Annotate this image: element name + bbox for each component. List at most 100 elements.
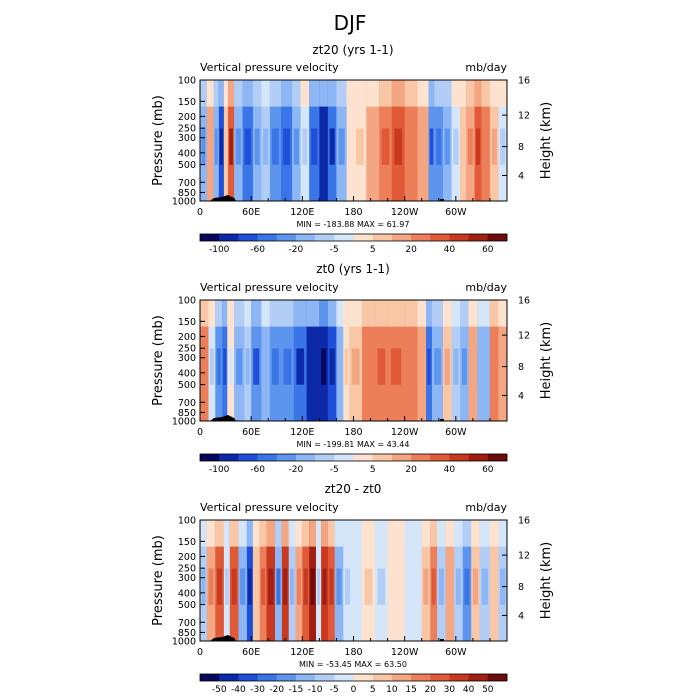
min-max-stats: MIN = -183.88 MAX = 61.97 xyxy=(296,220,409,229)
y-tick-label: 700 xyxy=(178,618,196,629)
heatmap-cell xyxy=(228,80,235,107)
heatmap-cell xyxy=(394,128,403,165)
panel-title: zt20 (yrs 1-1) xyxy=(312,43,393,57)
colorbar-swatch xyxy=(487,454,508,461)
y-axis-label: Pressure (mb) xyxy=(151,95,166,186)
colorbar-swatch xyxy=(219,674,239,681)
y-tick-label: 300 xyxy=(178,353,196,364)
colorbar-label: -15 xyxy=(289,685,304,695)
heatmap-cell xyxy=(356,128,364,165)
y-tick-label: 700 xyxy=(178,398,196,409)
heatmap-cell xyxy=(491,128,497,165)
heatmap-cell xyxy=(379,80,393,107)
heatmap-cell xyxy=(407,128,415,165)
heatmap-cell xyxy=(251,300,262,327)
heatmap-cell xyxy=(444,128,450,165)
colorbar-swatch xyxy=(200,674,220,681)
heatmap-cell xyxy=(466,80,476,107)
heatmap-cell xyxy=(408,568,419,605)
heatmap-cell xyxy=(321,520,329,547)
colorbar-frame xyxy=(199,453,508,462)
colorbar-swatch xyxy=(200,454,220,461)
y2-tick-label: 4 xyxy=(518,171,524,182)
heatmap-cell xyxy=(317,568,321,605)
heatmap-cell xyxy=(208,568,214,605)
heatmap-cell xyxy=(329,348,335,385)
heatmap-cell xyxy=(252,520,261,547)
y-tick-label: 200 xyxy=(178,112,196,123)
heatmap-cell xyxy=(242,80,254,107)
heatmap-cell xyxy=(208,128,213,165)
heatmap-cell xyxy=(489,300,499,327)
colorbar-swatch xyxy=(315,234,335,241)
colorbar-swatch xyxy=(257,454,278,461)
heatmap-cell xyxy=(491,348,497,385)
heatmap-cell xyxy=(377,348,386,385)
heatmap-cell xyxy=(322,568,327,605)
heatmap-cell xyxy=(362,520,376,547)
heatmap-cell xyxy=(290,568,295,605)
heatmap-cell xyxy=(353,80,367,107)
x-tick-label: 120E xyxy=(290,647,314,658)
colorbar-label: -10 xyxy=(308,685,323,695)
heatmap-cell xyxy=(272,348,279,385)
heatmap-cell xyxy=(419,348,425,385)
heatmap-cell xyxy=(345,568,351,605)
heatmap-cell xyxy=(461,348,467,385)
y2-tick-label: 12 xyxy=(518,111,530,122)
x-tick-label: 120W xyxy=(391,427,419,438)
heatmap-cell xyxy=(259,520,267,547)
heatmap-cell xyxy=(364,348,373,385)
y-tick-label: 850 xyxy=(178,188,196,199)
heatmap-cell xyxy=(281,300,295,327)
heatmap-cell xyxy=(353,568,360,605)
heatmap-cell xyxy=(218,80,225,107)
colorbar-swatch xyxy=(449,674,469,681)
colorbar-swatch xyxy=(219,234,239,241)
heatmap-cell xyxy=(479,348,488,385)
colorbar-swatch xyxy=(372,234,393,241)
heatmap-cell xyxy=(327,520,336,547)
heatmap-cell xyxy=(244,300,252,327)
heatmap-cell xyxy=(336,300,344,327)
heatmap-cell xyxy=(261,300,271,327)
heatmap-cell xyxy=(201,348,207,385)
heatmap-cell xyxy=(215,300,223,327)
heatmap-cell xyxy=(201,128,206,165)
y2-axis-label: Height (km) xyxy=(539,102,554,179)
heatmap-cell xyxy=(329,128,335,165)
heatmap-cell xyxy=(491,568,497,605)
topography xyxy=(210,415,236,421)
heatmap-cell xyxy=(338,128,345,165)
y-tick-label: 300 xyxy=(178,133,196,144)
colorbar-swatch xyxy=(468,234,489,241)
figure-title: DJF xyxy=(334,11,367,35)
heatmap-cell xyxy=(334,520,344,547)
x-tick-label: 0 xyxy=(197,647,203,658)
heatmap-cell xyxy=(349,300,363,327)
heatmap-cell xyxy=(481,80,491,107)
heatmap-cell xyxy=(276,568,281,605)
colorbar-swatch xyxy=(353,674,373,681)
y2-tick-label: 4 xyxy=(518,611,524,622)
y-tick-label: 250 xyxy=(178,124,196,135)
heatmap-cell xyxy=(366,80,380,107)
y-tick-label: 100 xyxy=(178,76,196,87)
colorbar-label: 50 xyxy=(482,685,494,695)
heatmap-cell xyxy=(391,80,406,107)
colorbar-label: -100 xyxy=(209,245,230,255)
heatmap-cell xyxy=(351,520,363,547)
heatmap-cell xyxy=(432,300,444,327)
heatmap-cell xyxy=(215,520,225,547)
heatmap-cell xyxy=(454,520,464,547)
y-tick-label: 500 xyxy=(178,380,196,391)
heatmap-cell xyxy=(464,568,470,605)
heatmap-cell xyxy=(231,568,237,605)
y-tick-label: 500 xyxy=(178,160,196,171)
heatmap-cell xyxy=(293,300,308,327)
heatmap-cell xyxy=(248,568,252,605)
colorbar-label: 20 xyxy=(405,245,417,255)
y2-tick-label: 16 xyxy=(518,76,530,87)
y-tick-label: 100 xyxy=(178,516,196,527)
panel-3: zt20 - zt0 Vertical pressure velocity mb/d… xyxy=(151,482,554,695)
